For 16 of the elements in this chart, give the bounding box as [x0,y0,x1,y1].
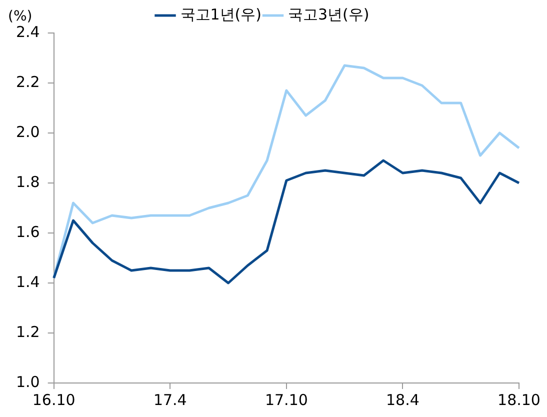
y-tick-label: 1.6 [16,222,40,241]
y-tick-label: 1.4 [16,272,40,291]
x-tick-label: 18.10 [498,390,540,409]
x-tick-label: 18.4 [386,390,420,409]
y-tick-label: 2.2 [16,72,40,91]
y-tick-label: 2.4 [16,22,40,41]
legend-label: 국고1년(우) [180,5,262,24]
x-tick-label: 17.10 [264,390,308,409]
y-tick-label: 2.0 [16,122,40,141]
y-axis-title: (%) [8,8,32,25]
x-tick-label: 17.4 [153,390,187,409]
x-tick-label: 16.10 [32,390,76,409]
y-tick-label: 1.2 [16,322,40,341]
y-tick-label: 1.8 [16,172,40,191]
y-tick-label: 1.0 [16,372,40,391]
legend-label: 국고3년(우) [288,5,370,24]
